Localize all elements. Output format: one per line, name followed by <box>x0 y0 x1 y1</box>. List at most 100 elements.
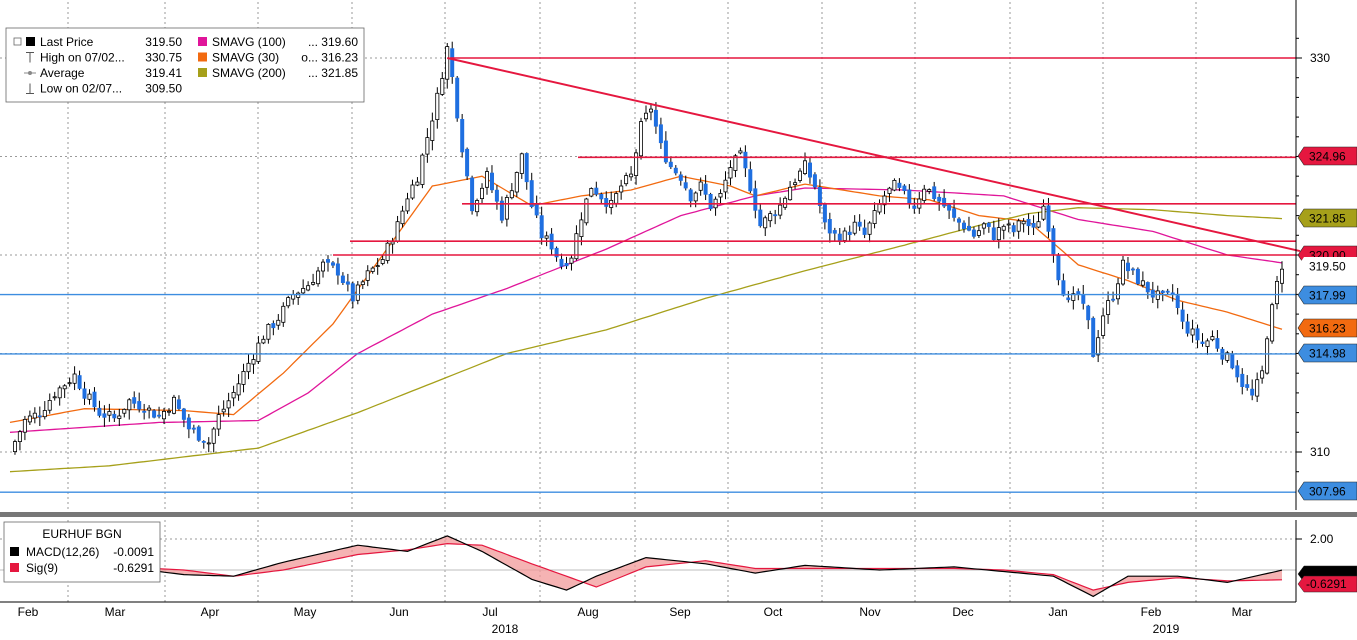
candle-body <box>445 46 450 80</box>
legend-label: SMAVG (100) <box>212 35 286 49</box>
legend-collapse-icon <box>13 37 22 46</box>
candle-body <box>385 242 390 261</box>
candle-body <box>644 112 649 120</box>
candle-body <box>72 373 77 384</box>
candle-body <box>733 155 738 171</box>
candle-body <box>1205 340 1210 347</box>
candle-body <box>544 235 549 239</box>
candle-body <box>27 415 32 423</box>
candle-body <box>629 173 634 178</box>
candle-body <box>1250 388 1255 396</box>
legend-label: Low on 02/07... <box>40 82 122 96</box>
candle-body <box>1086 305 1091 321</box>
candle-body <box>181 408 186 420</box>
candle-body <box>947 204 952 211</box>
candle-body <box>335 263 340 276</box>
macd-tag <box>1297 575 1357 593</box>
candle-body <box>82 388 87 399</box>
legend-value: 330.75 <box>145 51 182 65</box>
candle-body <box>1081 293 1086 304</box>
candle-body <box>1001 225 1006 231</box>
candle-body <box>330 262 335 266</box>
candle-body <box>922 188 927 201</box>
candle-body <box>52 396 57 399</box>
legend-value: 319.50 <box>145 35 182 49</box>
candle-body <box>738 150 743 154</box>
candle-body <box>1111 298 1116 301</box>
ma-line-30 <box>9 175 1283 424</box>
candle-body <box>698 181 703 191</box>
candle-body <box>524 153 529 183</box>
price-tag-label: 321.85 <box>1309 212 1346 226</box>
candle-body <box>688 189 693 202</box>
legend-box <box>5 27 365 103</box>
candle-body <box>718 192 723 198</box>
legend-swatch <box>198 37 207 46</box>
candle-body <box>534 204 539 216</box>
month-label: Mar <box>1232 605 1253 619</box>
candle-body <box>1255 379 1260 397</box>
candle-body <box>1200 341 1205 345</box>
candle-body <box>127 399 132 411</box>
trend-lines <box>0 57 1301 493</box>
candle-body <box>837 233 842 242</box>
legend-value: 319.41 <box>145 66 182 80</box>
candle-body <box>196 426 201 441</box>
candle-body <box>634 152 639 176</box>
candle-body <box>1175 295 1180 308</box>
candle-body <box>1096 337 1101 356</box>
candle-body <box>743 151 748 169</box>
candle-body <box>276 319 281 326</box>
panel-separator <box>0 512 1357 517</box>
candle-body <box>355 284 360 301</box>
candle-body <box>499 200 504 221</box>
legend-swatch <box>198 52 207 62</box>
candle-body <box>624 175 629 185</box>
candle-body <box>574 233 579 260</box>
candle-body <box>579 219 584 237</box>
candle-body <box>186 417 191 430</box>
candle-body <box>191 427 196 430</box>
candle-body <box>102 413 107 418</box>
candle-body <box>1240 373 1245 387</box>
year-label: 2019 <box>1153 622 1180 636</box>
candle-body <box>370 267 375 272</box>
candle-body <box>435 92 440 121</box>
macd-legend-title: EURHUF BGN <box>42 527 121 541</box>
candle-body <box>1130 268 1135 271</box>
price-tick-label: 310 <box>1310 445 1330 459</box>
candle-body <box>216 414 221 430</box>
candle-body <box>1270 304 1275 342</box>
main-legend[interactable]: Last Price 319.50 High on 07/02... 330.75 Av… <box>5 27 365 103</box>
candle-body <box>271 323 276 329</box>
candle-body <box>539 215 544 239</box>
candle-body <box>1116 283 1121 300</box>
candle-body <box>176 399 181 409</box>
candle-body <box>768 213 773 222</box>
candle-body <box>1275 280 1280 305</box>
candle-body <box>962 222 967 230</box>
candle-body <box>509 190 514 199</box>
candle-body <box>783 197 788 208</box>
month-label: Apr <box>201 605 220 619</box>
macd-legend-label: Sig(9) <box>26 561 58 575</box>
candle-body <box>1190 328 1195 336</box>
candle-body <box>375 265 380 268</box>
candle-body <box>1011 225 1016 233</box>
candle-body <box>1026 218 1031 227</box>
candle-body <box>504 197 509 220</box>
candle-body <box>390 241 395 245</box>
candle-body <box>902 185 907 191</box>
month-label: Oct <box>764 605 783 619</box>
candle-body <box>137 401 142 410</box>
candle-body <box>236 383 241 396</box>
candle-body <box>584 198 589 224</box>
candle-body <box>1036 221 1041 228</box>
macd-line <box>9 535 1283 598</box>
legend-value: ... 321.85 <box>308 66 358 80</box>
month-label: Aug <box>577 605 598 619</box>
price-tag-label: 317.99 <box>1309 289 1346 303</box>
candle-body <box>92 391 97 408</box>
candle-body <box>663 140 668 163</box>
